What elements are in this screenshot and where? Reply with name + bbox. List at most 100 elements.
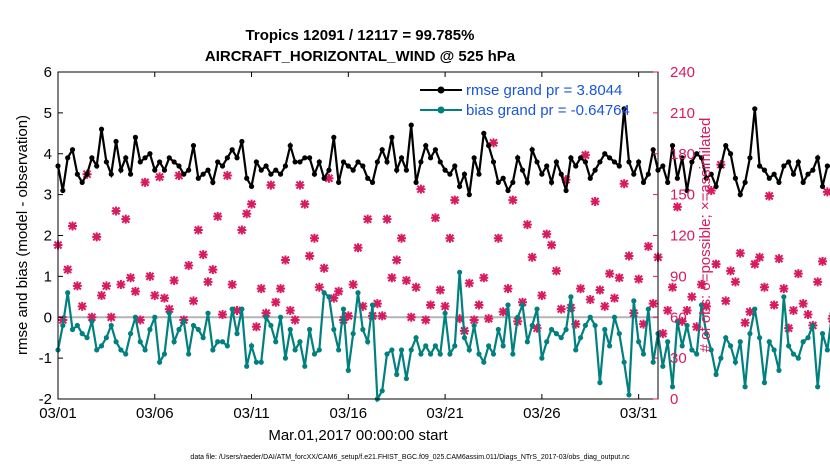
rmse-point <box>94 163 100 169</box>
bias-point <box>166 310 172 316</box>
rmse-point <box>621 106 627 112</box>
obs-count-marker <box>285 305 295 315</box>
obs-count-marker <box>106 312 116 322</box>
bias-point <box>302 363 308 369</box>
rmse-point <box>703 175 709 181</box>
obs-count-marker <box>416 184 426 194</box>
obs-count-marker <box>784 323 794 333</box>
bias-point <box>510 351 516 357</box>
obs-count-marker <box>256 284 266 294</box>
bias-point <box>152 314 158 320</box>
obs-count-marker <box>774 254 784 264</box>
obs-count-marker <box>218 310 228 320</box>
bias-point <box>553 331 559 337</box>
obs-count-marker <box>135 315 145 325</box>
rmse-point <box>147 151 153 157</box>
rmse-point <box>244 175 250 181</box>
bias-point <box>757 335 763 341</box>
obs-count-marker <box>571 319 581 329</box>
obs-count-marker <box>750 259 760 269</box>
bias-point <box>108 322 114 329</box>
rmse-point <box>171 159 177 165</box>
obs-count-marker <box>697 280 707 290</box>
bias-point <box>127 331 134 337</box>
legend-bias-label: bias grand pr = -0.64764 <box>466 102 630 119</box>
rmse-point <box>355 159 361 165</box>
rmse-point <box>607 155 613 161</box>
rmse-point <box>239 138 245 145</box>
y-tick-label: 1 <box>44 268 52 285</box>
obs-count-marker <box>271 297 281 307</box>
rmse-point <box>302 155 308 161</box>
rmse-point <box>810 167 816 173</box>
rmse-point <box>457 183 463 190</box>
obs-count-marker <box>721 296 731 306</box>
rmse-point <box>340 159 347 165</box>
obs-count-marker <box>464 278 474 288</box>
obs-count-marker <box>547 240 557 250</box>
bias-point <box>824 347 830 353</box>
bias-point <box>307 326 313 333</box>
obs-count-marker <box>803 310 813 320</box>
obs-count-marker <box>126 273 136 283</box>
bias-point <box>103 335 109 341</box>
rmse-point <box>292 159 298 165</box>
bias-point <box>781 294 787 300</box>
bias-point <box>626 392 632 398</box>
bias-point <box>558 335 564 341</box>
bias-point <box>650 359 656 365</box>
rmse-point <box>398 155 405 161</box>
obs-count-marker <box>624 251 634 261</box>
bias-point <box>611 314 618 320</box>
bias-point <box>694 351 700 357</box>
bias-point <box>621 359 627 365</box>
obs-count-marker <box>788 305 798 315</box>
obs-count-marker <box>377 311 387 321</box>
bias-series-points <box>55 269 830 402</box>
chart-title: Tropics 12091 / 12117 = 99.785% <box>246 27 475 44</box>
bias-point <box>418 351 424 357</box>
rmse-point <box>626 159 632 165</box>
rmse-point <box>127 171 134 177</box>
bias-point <box>732 359 739 365</box>
bias-point <box>253 359 259 365</box>
rmse-point <box>723 142 729 149</box>
rmse-point <box>790 171 797 177</box>
obs-count-marker <box>493 233 503 243</box>
obs-count-marker <box>280 255 290 265</box>
obs-count-marker <box>401 275 411 285</box>
x-tick-label: 03/16 <box>330 405 368 422</box>
rmse-point <box>224 155 230 161</box>
rmse-point <box>757 163 763 169</box>
bias-point <box>771 347 777 353</box>
rmse-point <box>718 163 724 169</box>
rmse-point <box>287 142 293 149</box>
bias-point <box>123 351 129 357</box>
rmse-point <box>800 179 806 185</box>
bias-point <box>65 290 71 296</box>
obs-count-marker <box>169 275 179 285</box>
bias-point <box>645 306 651 312</box>
rmse-point <box>452 163 458 169</box>
bias-point <box>176 326 182 333</box>
x-axis-label: Mar.01,2017 00:00:00 start <box>268 427 448 444</box>
obs-count-marker <box>692 322 702 332</box>
rmse-point <box>602 151 608 157</box>
obs-count-marker <box>522 220 532 230</box>
y-right-tick-label: 30 <box>670 350 687 367</box>
bias-point <box>490 351 497 357</box>
obs-count-marker <box>730 277 740 287</box>
bias-point <box>747 331 753 337</box>
rmse-point <box>776 179 782 185</box>
bias-point <box>500 343 506 349</box>
bias-point <box>727 343 734 349</box>
bias-point <box>761 380 768 386</box>
bias-point <box>669 384 676 390</box>
rmse-point <box>665 179 671 185</box>
obs-count-marker <box>469 315 479 325</box>
bias-point <box>137 339 143 345</box>
rmse-point <box>577 155 584 161</box>
obs-count-marker <box>619 179 629 189</box>
rmse-point <box>123 155 129 161</box>
